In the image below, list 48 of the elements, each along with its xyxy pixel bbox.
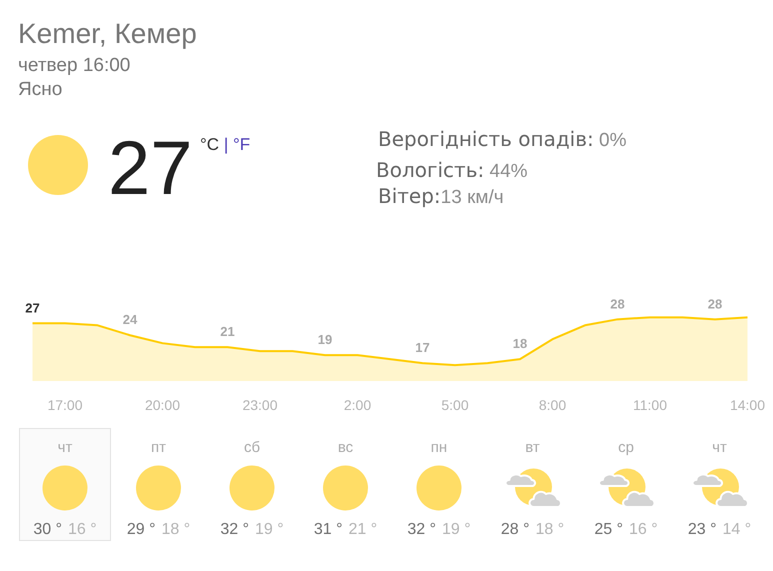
data-label: 18 — [512, 336, 528, 352]
text: чт — [58, 439, 72, 456]
data-label: 27 — [25, 300, 40, 316]
text: 16 ° — [629, 521, 658, 538]
text: Вітер:13 км/ч — [378, 184, 504, 209]
data-label: 21 — [220, 324, 235, 340]
text: сб — [244, 439, 260, 456]
text: 23 ° — [688, 521, 716, 538]
text: 32 ° — [407, 521, 436, 538]
text: Вологість: 44% — [376, 158, 528, 183]
text: 19 ° — [442, 521, 471, 538]
text: чт — [712, 439, 727, 456]
text: 16 ° — [68, 521, 97, 538]
text: пн — [430, 439, 448, 456]
data-label: 28 — [708, 296, 722, 312]
text: 21 ° — [348, 521, 378, 538]
x-tick-label: 17:00 — [47, 397, 83, 413]
data-label: 28 — [610, 296, 625, 312]
text: вс — [338, 439, 354, 456]
text: 14 ° — [722, 521, 752, 538]
x-tick-label: 8:00 — [538, 397, 566, 413]
text: 18 ° — [162, 521, 190, 538]
text: 28 ° — [500, 521, 530, 538]
data-label: 19 — [318, 332, 332, 348]
text: 18 ° — [536, 521, 564, 538]
x-tick-label: 2:00 — [344, 397, 372, 413]
data-label: 24 — [122, 312, 138, 328]
text: 19 ° — [255, 521, 284, 538]
data-label: 17 — [415, 340, 430, 356]
text: 29 ° — [126, 521, 156, 538]
text: пт — [151, 439, 166, 456]
text: 31 ° — [314, 521, 342, 538]
chart-subtitle: четвер 16:00 — [18, 55, 130, 76]
text: Ясно — [18, 79, 62, 100]
text: 30 ° — [33, 521, 62, 538]
x-tick-label: 14:00 — [730, 397, 766, 413]
chart-title: Kemer, Кемер — [18, 18, 197, 49]
text: Верогідність опадів: 0% — [378, 127, 627, 152]
text: вт — [525, 439, 540, 456]
text: 25 ° — [594, 521, 623, 538]
x-tick-label: 5:00 — [441, 397, 469, 413]
text: °C | °F — [200, 135, 250, 154]
x-tick-label: 20:00 — [144, 397, 180, 413]
text: 32 ° — [220, 521, 249, 538]
x-tick-label: 11:00 — [633, 397, 668, 413]
text: 27 — [108, 126, 193, 211]
x-tick-label: 23:00 — [242, 397, 278, 413]
text: ср — [618, 439, 634, 456]
